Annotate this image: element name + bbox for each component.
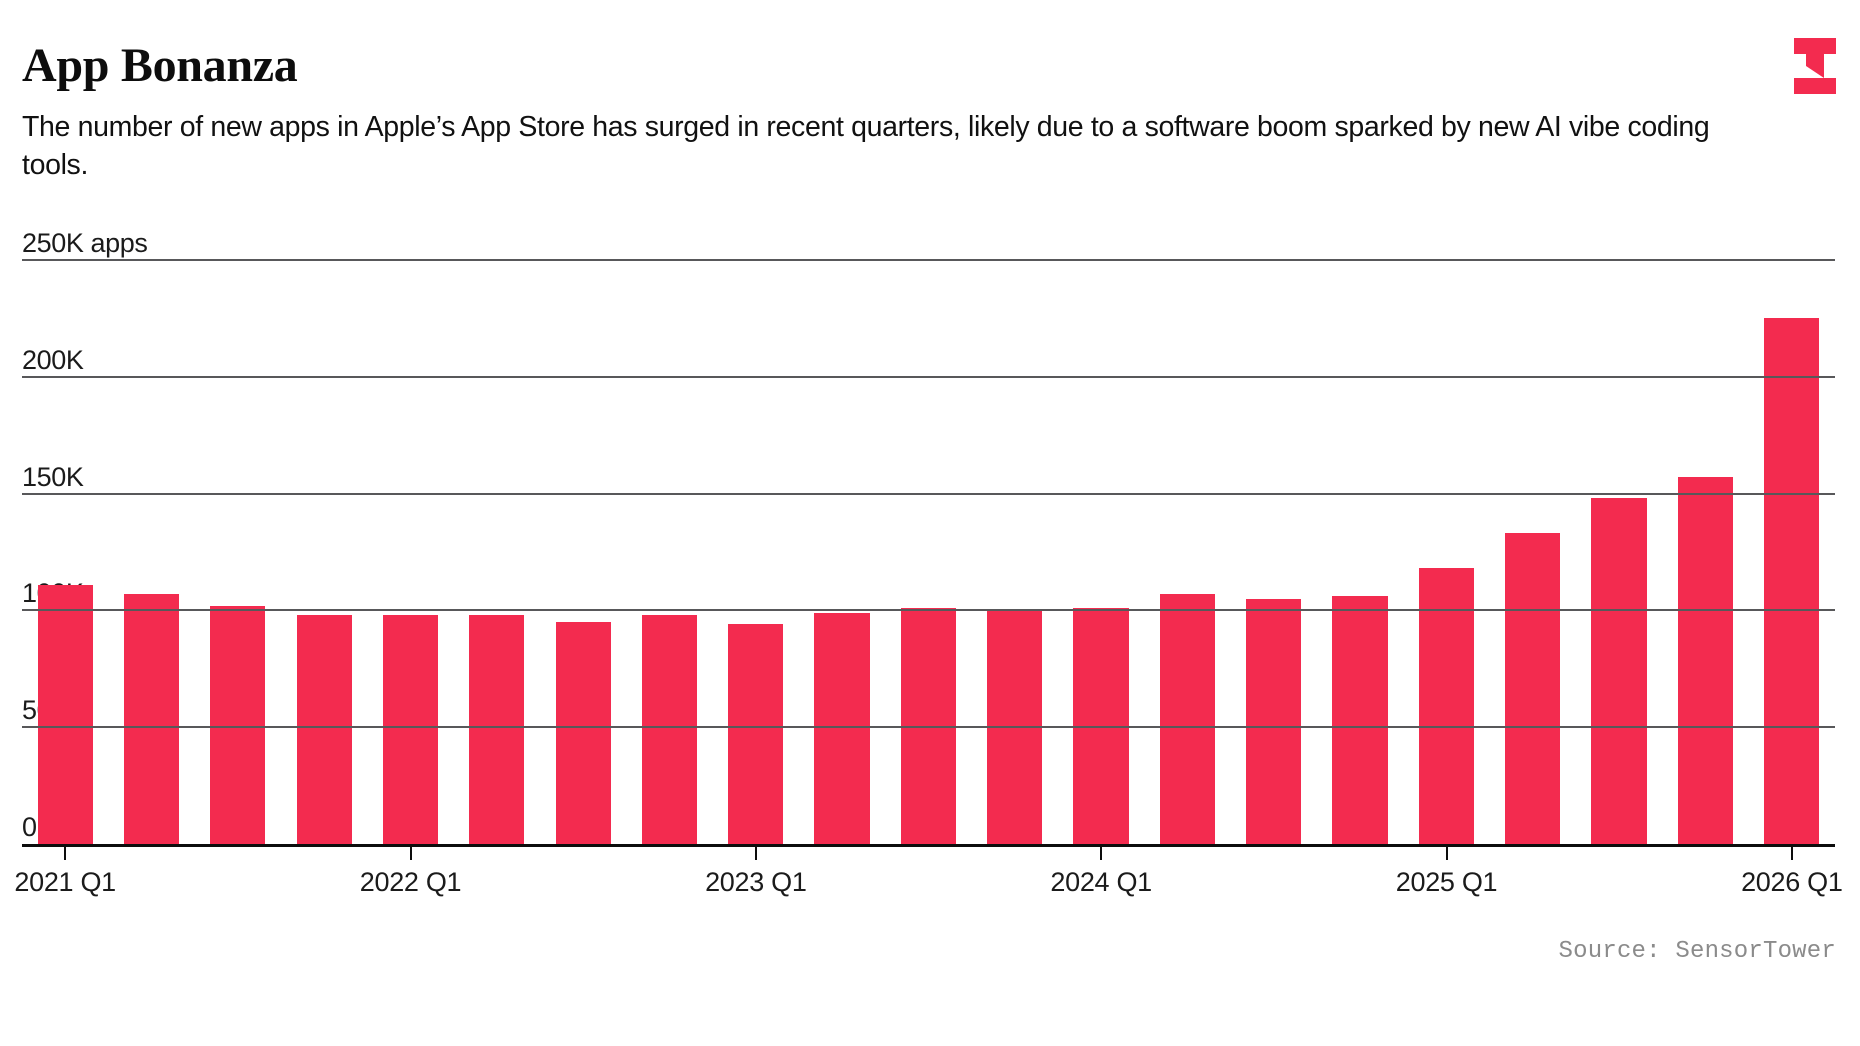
bar[interactable] [1677,477,1734,844]
bar[interactable] [1418,568,1475,844]
bar-slot [1058,260,1144,844]
x-tick-label: 2024 Q1 [1050,867,1152,897]
x-tick-mark [1445,847,1448,860]
bar-slot [626,260,712,844]
x-tick-mark [754,847,757,860]
x-tick-mark [1100,847,1103,860]
bar-slot [454,260,540,844]
x-tick-label: 2021 Q1 [14,867,116,897]
bar[interactable] [1073,608,1129,844]
bar[interactable] [37,584,93,844]
x-tick-label: 2025 Q1 [1395,867,1498,897]
bar-slot [108,260,194,844]
bar-series [22,260,1835,844]
bar[interactable] [987,610,1043,844]
y-tick-label: 250K apps [22,228,148,258]
bar[interactable] [728,624,784,844]
x-tick-label: 2022 Q1 [359,867,462,897]
chart-header: App Bonanza The number of new apps in Ap… [22,40,1722,185]
source-note: Source: SensorTower [1558,938,1836,965]
x-tick-mark [64,847,67,860]
chart-subtitle: The number of new apps in Apple’s App St… [22,110,1710,181]
bar-slot [1403,260,1489,844]
y-tick-label: 0 [22,812,37,842]
bar-slot [1144,260,1230,844]
bar[interactable] [814,612,870,844]
bar[interactable] [1591,498,1647,844]
bar[interactable] [1159,594,1216,844]
bar-slot [195,260,281,844]
bar[interactable] [123,594,180,844]
bar[interactable] [382,615,439,844]
bar[interactable] [1246,598,1302,844]
x-tick-mark [1790,847,1793,860]
bar-slot [885,260,971,844]
bar[interactable] [1332,596,1388,844]
bar-slot [281,260,367,844]
bar-slot [22,260,108,844]
bar-slot [1749,260,1835,844]
bar-slot [1317,260,1403,844]
y-tick-label: 150K [22,461,84,492]
bar[interactable] [641,615,698,844]
bar[interactable] [900,608,957,844]
bar[interactable] [1505,533,1561,844]
bar[interactable] [210,605,266,844]
x-tick-mark [409,847,412,860]
page-title: App Bonanza [22,39,298,92]
bar-slot [799,260,885,844]
bar[interactable] [1764,318,1820,844]
bar-slot [1662,260,1748,844]
x-axis-baseline [22,844,1835,847]
bar[interactable] [469,615,525,844]
bar[interactable] [296,615,352,844]
bar[interactable] [555,622,611,844]
bar-slot [1231,260,1317,844]
x-tick-label: 2023 Q1 [705,867,807,897]
bar-slot [972,260,1058,844]
x-tick-label: 2026 Q1 [1741,867,1843,897]
bar-slot [1576,260,1662,844]
y-tick-label: 200K [22,344,84,375]
x-axis: 2021 Q1 2022 Q1 2023 Q1 2024 Q1 2025 Q1 2026 … [14,847,1843,927]
bar-slot [713,260,799,844]
bar-slot [1490,260,1576,844]
plot-area: 050K100K150K200K250K apps [22,230,1835,847]
bar-slot [540,260,626,844]
bloomberg-t-logo-icon [1792,38,1838,94]
bar-slot [367,260,453,844]
